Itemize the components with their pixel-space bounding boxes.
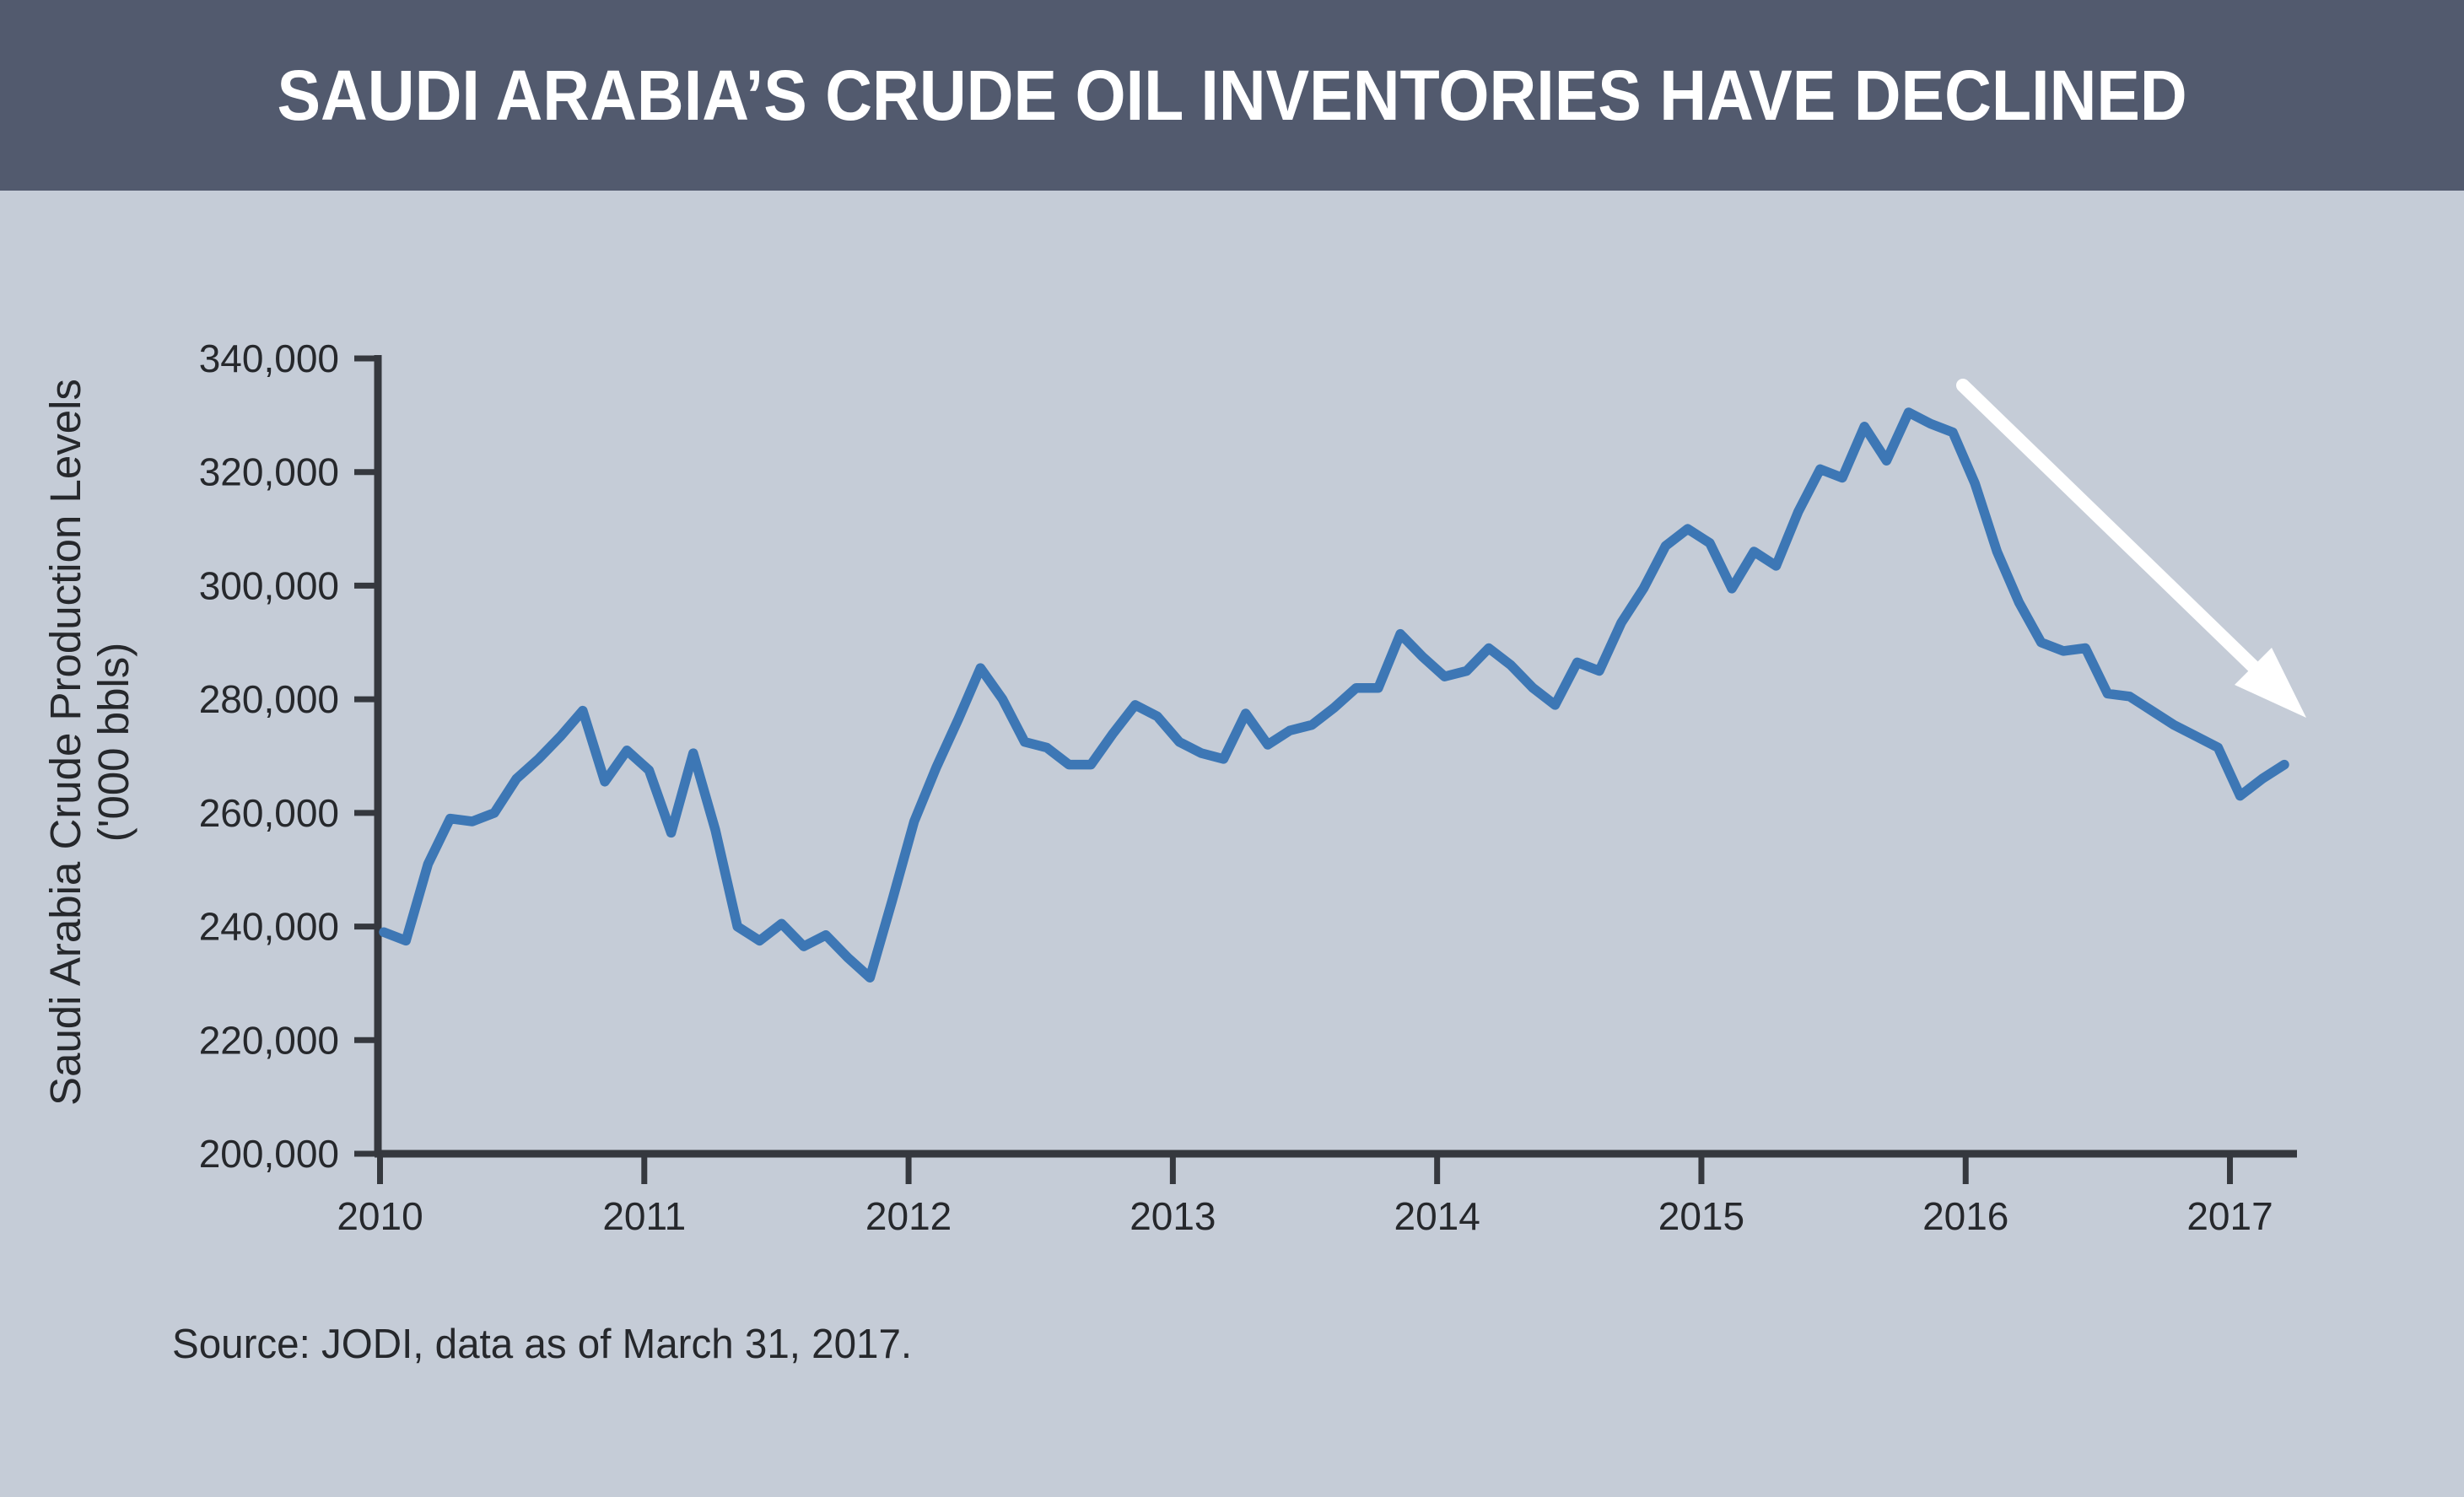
y-tick-label: 340,000 [199,337,339,380]
x-tick-label: 2011 [602,1194,686,1238]
x-axis-ticks: 2010 2011 2012 2013 2014 2015 2016 2017 [337,1154,2273,1238]
y-tick-label: 240,000 [199,905,339,949]
x-tick-label: 2015 [1658,1194,1744,1238]
decline-arrow [1956,379,2306,718]
source-note: Source: JODI, data as of March 31, 2017. [172,1322,913,1367]
y-tick-label: 220,000 [199,1018,339,1062]
x-tick-label: 2014 [1394,1194,1480,1238]
inventory-line [379,407,2289,983]
x-tick-label: 2013 [1130,1194,1216,1238]
y-tick-label: 260,000 [199,791,339,835]
chart-title-bar: SAUDI ARABIA’S CRUDE OIL INVENTORIES HAV… [0,0,2464,191]
y-axis-title-line1: Saudi Arabia Crude Production Levels [41,379,89,1106]
y-tick-label: 280,000 [199,677,339,721]
y-tick-label: 300,000 [199,563,339,607]
x-tick-label: 2012 [865,1194,952,1238]
decline-arrow-shaft [1956,379,2264,677]
y-axis-title-line2: ('000 bbls) [89,643,137,843]
x-tick-label: 2017 [2186,1194,2273,1238]
y-axis-ticks: 340,000 320,000 300,000 280,000 260,000 240,0… [199,337,378,1176]
x-tick-label: 2010 [337,1194,423,1238]
x-tick-label: 2016 [1922,1194,2008,1238]
decline-arrow-head [2235,648,2306,718]
y-tick-label: 200,000 [199,1132,339,1176]
page-title: SAUDI ARABIA’S CRUDE OIL INVENTORIES HAV… [277,55,2187,135]
y-tick-label: 320,000 [199,450,339,494]
